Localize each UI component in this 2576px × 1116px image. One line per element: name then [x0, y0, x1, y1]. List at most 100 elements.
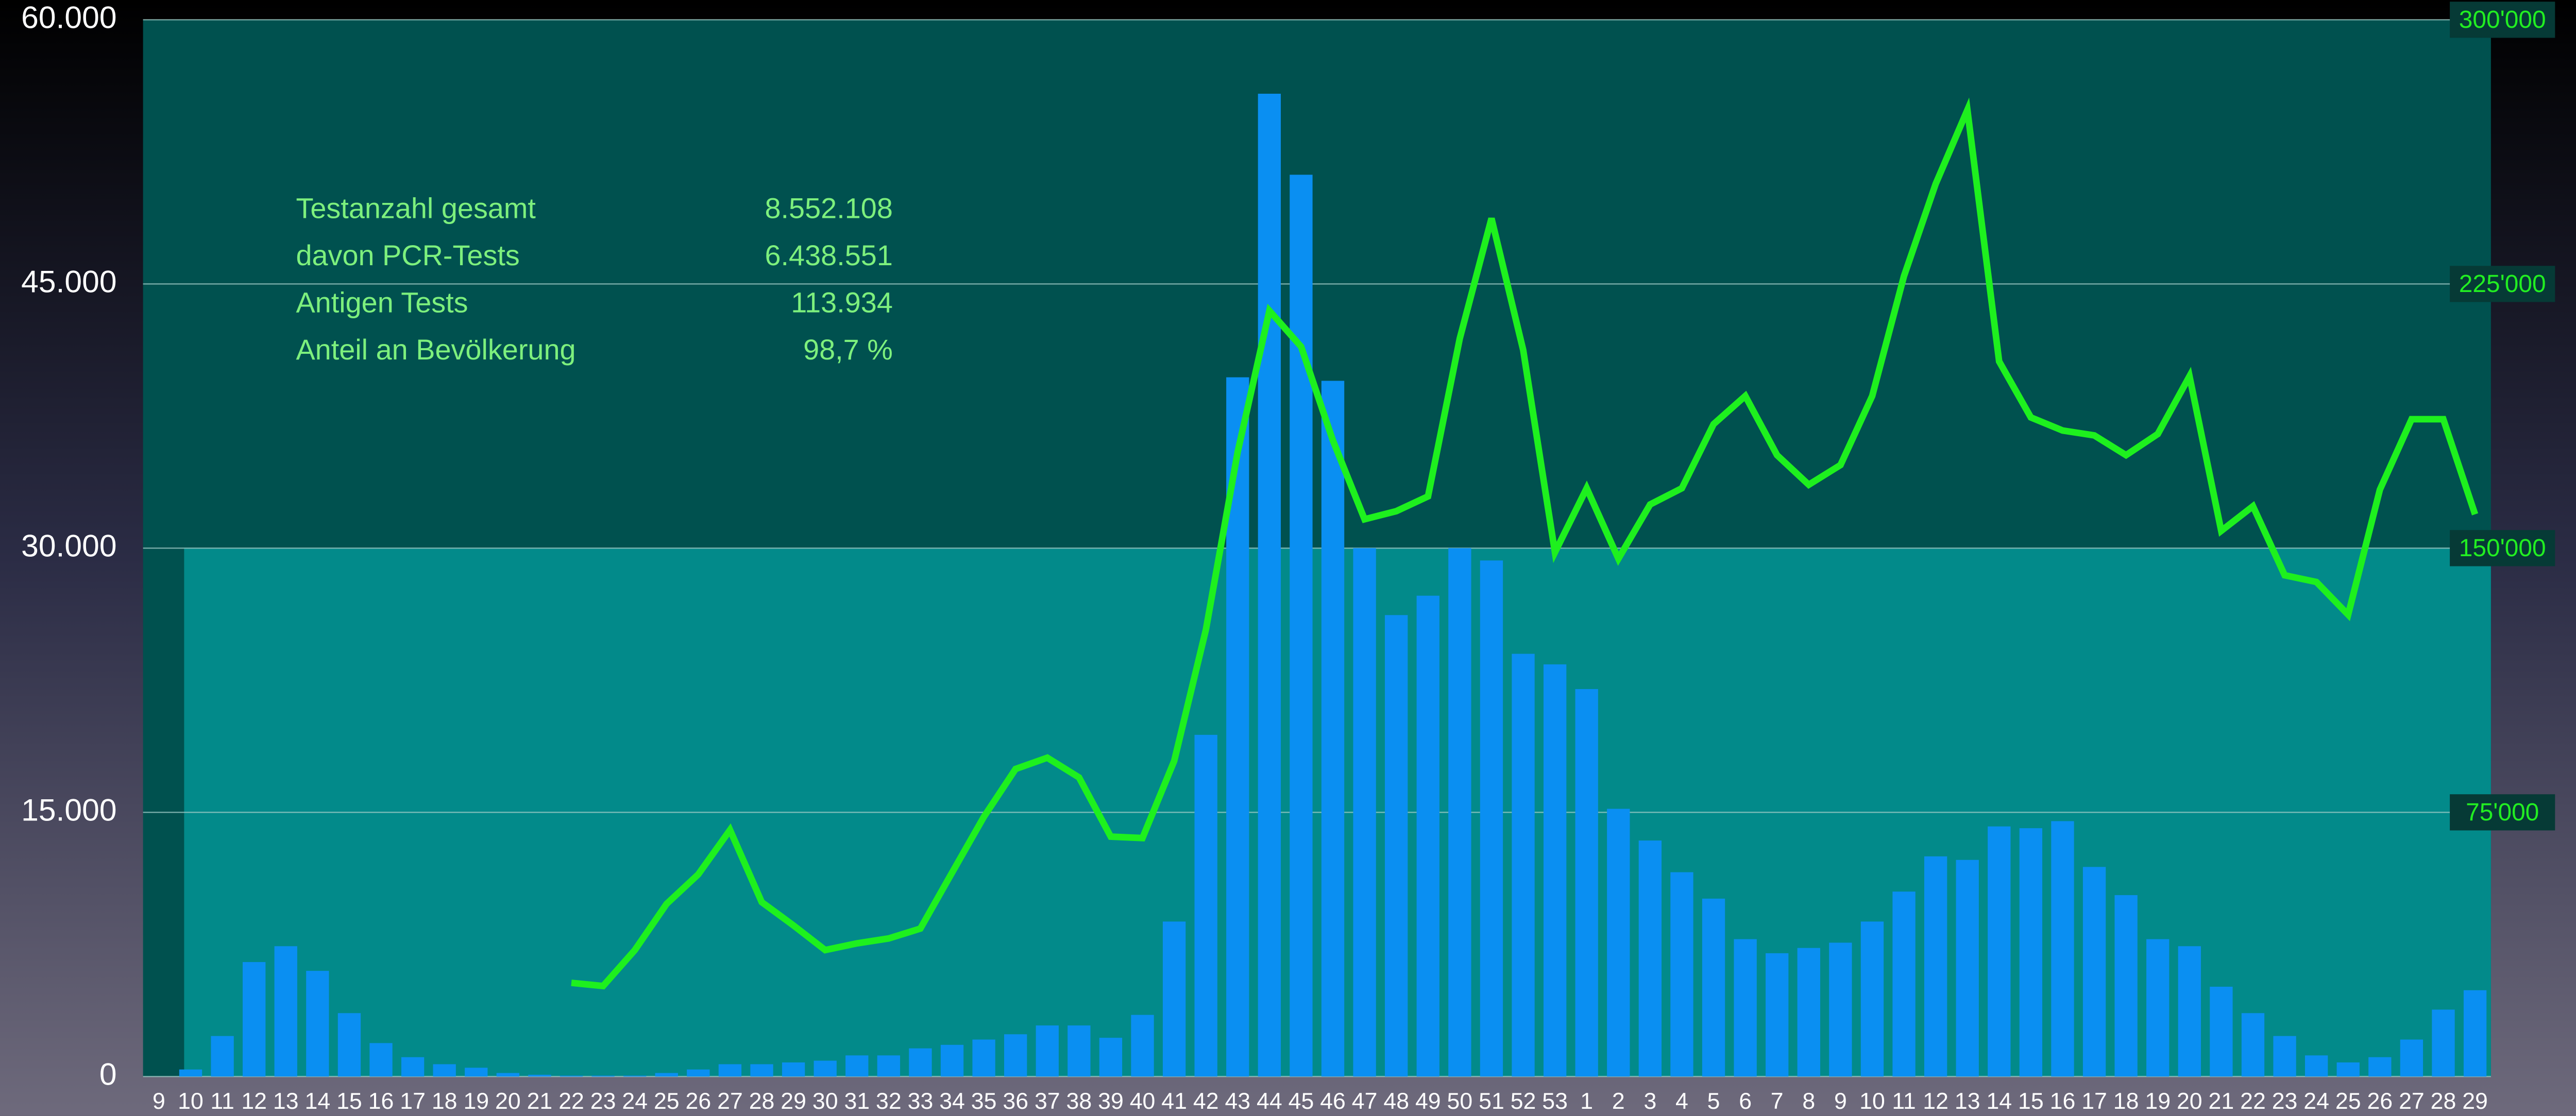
x-tick-label: 41: [1161, 1089, 1187, 1114]
bar: [1829, 942, 1852, 1077]
bar: [560, 1075, 583, 1077]
bar: [1099, 1038, 1123, 1077]
x-tick-label: 4: [1675, 1089, 1688, 1114]
y-tick-label: 15.000: [21, 792, 116, 827]
bar: [623, 1075, 647, 1077]
x-tick-label: 42: [1193, 1089, 1219, 1114]
x-tick-label: 8: [1802, 1089, 1815, 1114]
x-tick-label: 39: [1098, 1089, 1124, 1114]
stat-value: 113.934: [791, 286, 893, 318]
bar: [877, 1055, 901, 1077]
y2-tick-box: [2450, 2, 2555, 38]
y2-tick-box: [2450, 530, 2555, 566]
bar: [2463, 990, 2487, 1077]
x-tick-label: 47: [1352, 1089, 1378, 1114]
x-tick-label: 21: [2209, 1089, 2234, 1114]
x-tick-label: 25: [654, 1089, 680, 1114]
bar: [687, 1069, 710, 1077]
bar: [1924, 856, 1947, 1077]
x-tick-label: 28: [749, 1089, 775, 1114]
x-tick-label: 52: [1511, 1089, 1536, 1114]
x-tick-label: 14: [305, 1089, 331, 1114]
y-tick-label: 60.000: [21, 0, 116, 35]
x-tick-label: 18: [432, 1089, 457, 1114]
y2-tick-box: [2450, 794, 2555, 831]
x-tick-label: 5: [1707, 1089, 1720, 1114]
bar: [1448, 548, 1471, 1077]
x-tick-label: 28: [2431, 1089, 2456, 1114]
y2-tick-label: 300'000: [2459, 6, 2546, 33]
x-tick-label: 38: [1066, 1089, 1092, 1114]
bar: [1416, 595, 1439, 1077]
bar: [1353, 548, 1376, 1077]
x-tick-label: 11: [1892, 1089, 1916, 1114]
x-tick-label: 30: [812, 1089, 838, 1114]
bar: [1860, 921, 1884, 1077]
x-tick-label: 10: [1859, 1089, 1885, 1114]
bar: [401, 1057, 425, 1077]
bar: [1480, 560, 1503, 1077]
bar: [845, 1055, 869, 1077]
bar: [1321, 381, 1345, 1077]
bar: [1575, 689, 1598, 1077]
bar: [2273, 1036, 2296, 1077]
bar: [496, 1073, 520, 1077]
bar: [1670, 872, 1693, 1077]
bar: [2336, 1062, 2360, 1077]
bar: [1892, 891, 1916, 1077]
bar: [1194, 734, 1217, 1077]
y-tick-label: 30.000: [21, 528, 116, 563]
bar: [2178, 946, 2201, 1077]
stat-label: Antigen Tests: [296, 286, 468, 318]
x-tick-label: 17: [400, 1089, 426, 1114]
bar: [814, 1060, 837, 1077]
x-tick-label: 27: [717, 1089, 743, 1114]
bar: [1956, 860, 1979, 1077]
bar: [1290, 175, 1313, 1077]
bar: [2114, 895, 2138, 1077]
bar: [2432, 1009, 2455, 1077]
bar: [2241, 1013, 2265, 1077]
x-tick-label: 16: [2050, 1089, 2076, 1114]
x-tick-label: 14: [1986, 1089, 2012, 1114]
x-tick-label: 11: [210, 1089, 234, 1114]
bar: [909, 1048, 932, 1077]
y2-tick-label: 75'000: [2466, 799, 2539, 826]
bar: [433, 1064, 456, 1077]
x-tick-label: 50: [1447, 1089, 1473, 1114]
x-tick-label: 29: [2462, 1089, 2488, 1114]
x-tick-label: 3: [1643, 1089, 1656, 1114]
bar: [1543, 664, 1567, 1077]
bar: [1131, 1015, 1154, 1077]
stat-value: 8.552.108: [765, 192, 893, 224]
x-tick-label: 15: [2018, 1089, 2044, 1114]
x-tick-label: 20: [495, 1089, 521, 1114]
stat-label: davon PCR-Tests: [296, 239, 519, 271]
y-tick-label: 0: [99, 1056, 117, 1091]
x-tick-label: 20: [2177, 1089, 2202, 1114]
bar: [1004, 1034, 1027, 1077]
x-tick-label: 48: [1383, 1089, 1409, 1114]
line: [571, 97, 2479, 990]
bar: [972, 1039, 995, 1077]
x-tick-label: 43: [1225, 1089, 1250, 1114]
x-tick-label: 29: [781, 1089, 806, 1114]
x-tick-label: 13: [273, 1089, 299, 1114]
x-tick-label: 23: [2272, 1089, 2298, 1114]
x-tick-label: 34: [939, 1089, 965, 1114]
x-tick-label: 19: [2145, 1089, 2171, 1114]
x-tick-label: 18: [2113, 1089, 2139, 1114]
x-tick-label: 32: [876, 1089, 902, 1114]
x-tick-label: 46: [1320, 1089, 1346, 1114]
bar: [2368, 1057, 2392, 1077]
x-tick-label: 16: [368, 1089, 394, 1114]
x-tick-label: 12: [241, 1089, 267, 1114]
bar: [591, 1075, 615, 1077]
x-tick-label: 21: [527, 1089, 553, 1114]
x-tick-label: 6: [1739, 1089, 1752, 1114]
bar: [782, 1062, 805, 1077]
x-tick-label: 9: [152, 1089, 165, 1114]
x-tick-label: 27: [2399, 1089, 2425, 1114]
bar: [179, 1069, 202, 1077]
